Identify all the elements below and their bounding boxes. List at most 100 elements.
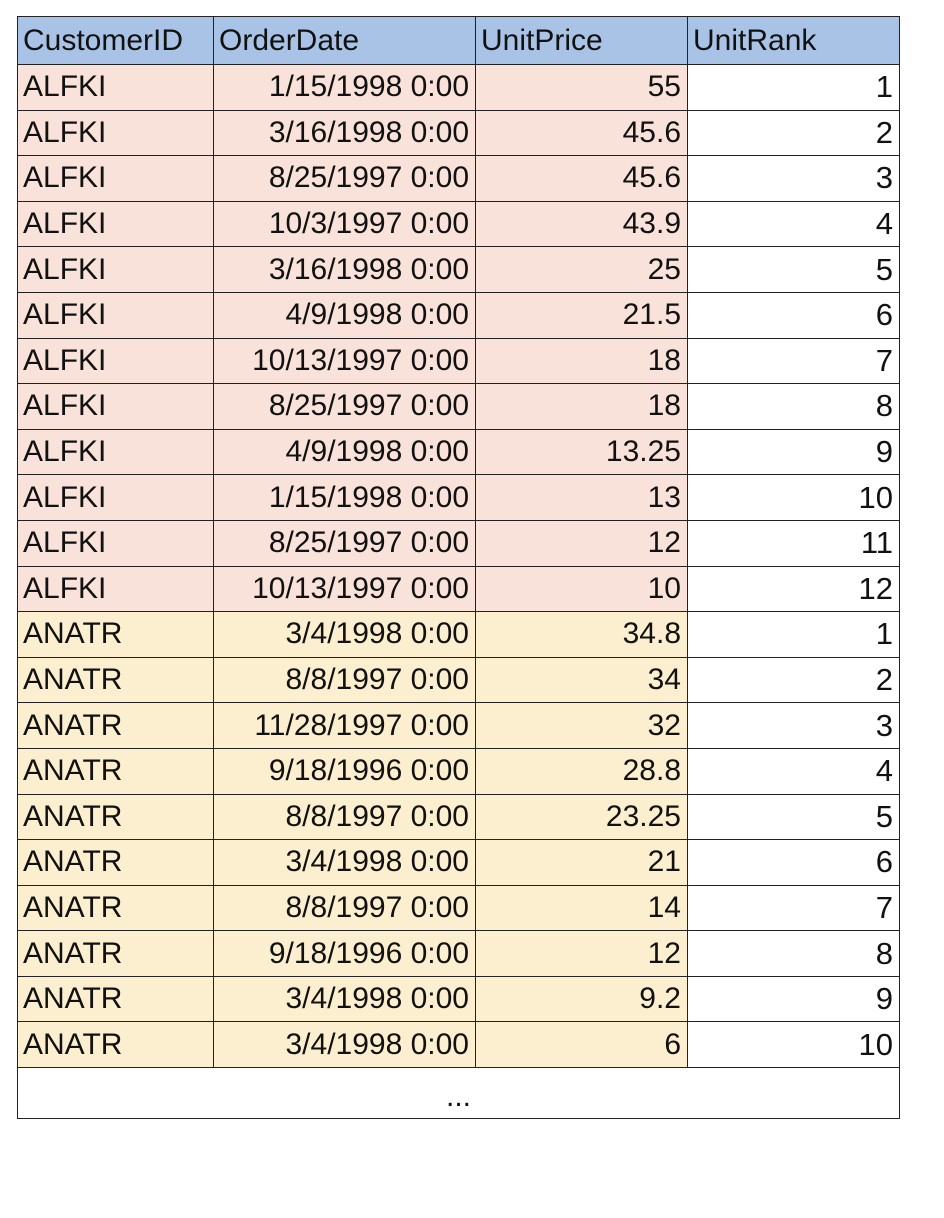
table-row: ALFKI 8/25/1997 0:00 18 8 [17,383,900,430]
cell-unit-rank: 7 [687,884,900,932]
cell-customer-id: ANATR [17,839,214,886]
cell-unit-rank: 5 [687,793,900,841]
cell-unit-price: 10 [475,565,688,613]
cell-unit-price: 45.6 [475,109,688,157]
cell-unit-price: 21.5 [475,291,688,339]
cell-unit-rank: 2 [687,109,900,157]
cell-unit-rank: 6 [687,291,900,339]
cell-order-date: 10/3/1997 0:00 [213,200,476,248]
cell-unit-price: 34.8 [475,611,688,658]
header-customer-id: CustomerID [17,16,214,65]
cell-customer-id: ALFKI [17,64,214,111]
cell-order-date: 1/15/1998 0:00 [213,474,476,521]
cell-customer-id: ALFKI [17,519,214,567]
cell-unit-price: 12 [475,519,688,567]
table-row: ALFKI 1/15/1998 0:00 13 10 [17,474,900,521]
cell-unit-price: 12 [475,930,688,977]
table-row: ANATR 8/8/1997 0:00 23.25 5 [17,793,900,841]
cell-customer-id: ANATR [17,930,214,977]
cell-unit-rank: 5 [687,246,900,293]
table-row: ALFKI 4/9/1998 0:00 21.5 6 [17,291,900,339]
table-row: ANATR 3/4/1998 0:00 34.8 1 [17,611,900,658]
cell-unit-rank: 10 [687,1021,900,1069]
cell-customer-id: ALFKI [17,200,214,248]
cell-unit-price: 28.8 [475,747,688,795]
cell-unit-rank: 10 [687,474,900,521]
cell-unit-rank: 9 [687,428,900,476]
cell-unit-rank: 2 [687,656,900,704]
cell-unit-rank: 3 [687,702,900,749]
cell-unit-rank: 8 [687,383,900,430]
cell-order-date: 3/4/1998 0:00 [213,975,476,1023]
cell-unit-rank: 7 [687,337,900,385]
header-unit-price: UnitPrice [475,16,688,65]
cell-unit-price: 23.25 [475,793,688,841]
cell-order-date: 11/28/1997 0:00 [213,702,476,749]
cell-order-date: 10/13/1997 0:00 [213,337,476,385]
cell-order-date: 8/25/1997 0:00 [213,519,476,567]
cell-customer-id: ALFKI [17,246,214,293]
table-row: ALFKI 4/9/1998 0:00 13.25 9 [17,428,900,476]
cell-customer-id: ANATR [17,656,214,704]
cell-order-date: 3/16/1998 0:00 [213,109,476,157]
header-order-date: OrderDate [213,16,476,65]
table-row: ANATR 9/18/1996 0:00 12 8 [17,930,900,977]
cell-order-date: 3/4/1998 0:00 [213,1021,476,1069]
cell-order-date: 8/8/1997 0:00 [213,656,476,704]
ellipsis-cell: ... [17,1067,900,1120]
cell-customer-id: ALFKI [17,383,214,430]
cell-unit-price: 9.2 [475,975,688,1023]
cell-unit-price: 25 [475,246,688,293]
cell-unit-price: 18 [475,383,688,430]
cell-order-date: 8/8/1997 0:00 [213,793,476,841]
cell-customer-id: ALFKI [17,109,214,157]
cell-order-date: 4/9/1998 0:00 [213,428,476,476]
cell-customer-id: ANATR [17,884,214,932]
table-body: ALFKI 1/15/1998 0:00 55 1 ALFKI 3/16/1998 0:0… [17,64,900,1069]
cell-unit-price: 34 [475,656,688,704]
cell-order-date: 4/9/1998 0:00 [213,291,476,339]
table-row: ANATR 8/8/1997 0:00 14 7 [17,884,900,932]
table-row: ALFKI 10/13/1997 0:00 18 7 [17,337,900,385]
cell-unit-rank: 9 [687,975,900,1023]
cell-customer-id: ALFKI [17,155,214,202]
cell-customer-id: ANATR [17,702,214,749]
table-row: ANATR 9/18/1996 0:00 28.8 4 [17,747,900,795]
cell-order-date: 9/18/1996 0:00 [213,747,476,795]
cell-unit-rank: 3 [687,155,900,202]
cell-unit-price: 13.25 [475,428,688,476]
cell-unit-price: 32 [475,702,688,749]
table-row: ANATR 8/8/1997 0:00 34 2 [17,656,900,704]
table-row: ANATR 3/4/1998 0:00 9.2 9 [17,975,900,1023]
cell-unit-price: 43.9 [475,200,688,248]
cell-unit-price: 6 [475,1021,688,1069]
table-row: ALFKI 3/16/1998 0:00 25 5 [17,246,900,293]
cell-order-date: 8/8/1997 0:00 [213,884,476,932]
table-row: ANATR 11/28/1997 0:00 32 3 [17,702,900,749]
cell-order-date: 9/18/1996 0:00 [213,930,476,977]
cell-order-date: 8/25/1997 0:00 [213,383,476,430]
cell-customer-id: ANATR [17,747,214,795]
table-row: ANATR 3/4/1998 0:00 21 6 [17,839,900,886]
cell-unit-price: 21 [475,839,688,886]
table-row: ALFKI 10/13/1997 0:00 10 12 [17,565,900,613]
cell-order-date: 10/13/1997 0:00 [213,565,476,613]
cell-customer-id: ALFKI [17,474,214,521]
cell-unit-rank: 4 [687,747,900,795]
cell-unit-price: 13 [475,474,688,521]
header-row: CustomerID OrderDate UnitPrice UnitRank [17,16,900,65]
table-row: ALFKI 3/16/1998 0:00 45.6 2 [17,109,900,157]
cell-order-date: 8/25/1997 0:00 [213,155,476,202]
header-unit-rank: UnitRank [687,16,900,65]
cell-unit-rank: 8 [687,930,900,977]
cell-unit-price: 14 [475,884,688,932]
cell-unit-rank: 4 [687,200,900,248]
data-table: CustomerID OrderDate UnitPrice UnitRank … [17,16,900,1120]
table-row: ALFKI 10/3/1997 0:00 43.9 4 [17,200,900,248]
table-row: ALFKI 8/25/1997 0:00 45.6 3 [17,155,900,202]
cell-customer-id: ALFKI [17,337,214,385]
cell-customer-id: ALFKI [17,428,214,476]
table-row: ALFKI 1/15/1998 0:00 55 1 [17,64,900,111]
cell-order-date: 3/16/1998 0:00 [213,246,476,293]
cell-customer-id: ANATR [17,611,214,658]
